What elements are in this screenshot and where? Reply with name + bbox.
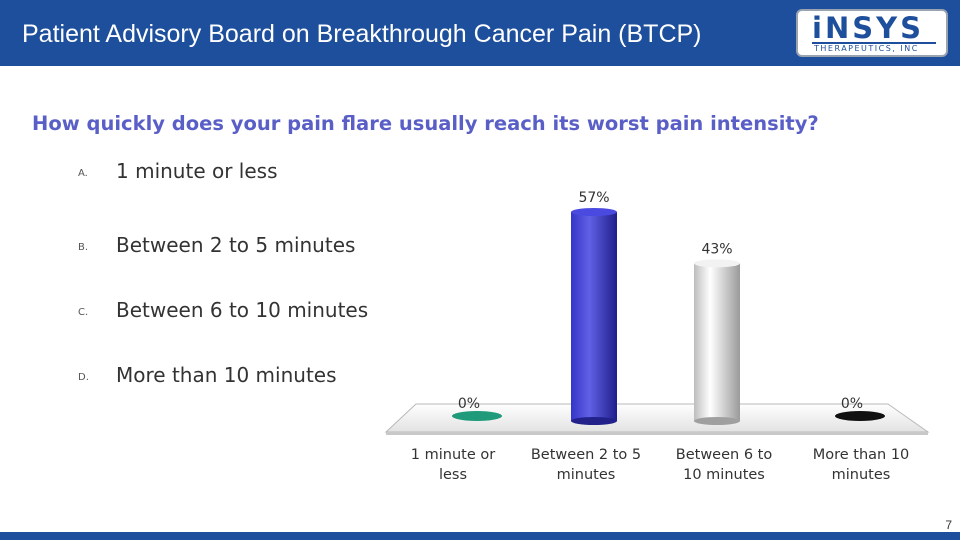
- bar: [571, 212, 617, 421]
- x-tick-label-line: Between 2 to 5: [530, 447, 642, 463]
- x-tick-label: 1 minute or less: [383, 445, 523, 485]
- option-text: 1 minute or less: [116, 159, 278, 183]
- bar-chart: 0% 57% 43% 0%: [384, 190, 930, 435]
- x-tick-label-line: Between 6 to: [675, 447, 773, 463]
- logo-wordmark: iNSYS: [812, 11, 924, 45]
- footer-bar: [0, 532, 960, 540]
- x-tick-label-line: minutes: [556, 467, 616, 483]
- option-text: Between 2 to 5 minutes: [116, 233, 356, 257]
- logo-subtitle: THERAPEUTICS, INC: [814, 44, 919, 53]
- bar: [835, 411, 885, 421]
- x-tick-label-line: More than 10: [812, 447, 910, 463]
- x-tick-label-line: 10 minutes: [683, 467, 765, 483]
- slide-title: Patient Advisory Board on Breakthrough C…: [22, 20, 702, 48]
- x-tick-label: Between 2 to 5 minutes: [516, 445, 656, 485]
- x-tick-label-line: minutes: [831, 467, 891, 483]
- option-text: More than 10 minutes: [116, 363, 337, 387]
- data-label: 43%: [701, 241, 732, 257]
- survey-question: How quickly does your pain flare usually…: [32, 112, 819, 135]
- chart-floor-edge: [386, 432, 928, 435]
- bar: [452, 411, 502, 421]
- insys-logo: iNSYS THERAPEUTICS, INC: [796, 9, 948, 57]
- data-label: 0%: [458, 396, 480, 412]
- header-bar: Patient Advisory Board on Breakthrough C…: [0, 0, 960, 66]
- bar: [694, 263, 740, 421]
- bar-top: [694, 259, 740, 268]
- data-label: 0%: [841, 396, 863, 412]
- x-tick-label: More than 10 minutes: [791, 445, 931, 485]
- data-label: 57%: [578, 190, 609, 206]
- x-tick-label-line: less: [438, 467, 468, 483]
- option-text: Between 6 to 10 minutes: [116, 298, 369, 322]
- option-letter: B.: [78, 242, 89, 253]
- bar-base: [694, 417, 740, 425]
- option-letter: D.: [78, 372, 89, 383]
- logo-underline: [812, 42, 936, 44]
- option-letter: A.: [78, 168, 88, 179]
- page-number: 7: [945, 518, 952, 532]
- x-tick-label: Between 6 to 10 minutes: [654, 445, 794, 485]
- bar-top: [571, 208, 617, 216]
- bar-base: [571, 417, 617, 425]
- x-tick-label-line: 1 minute or: [410, 447, 496, 463]
- option-letter: C.: [78, 307, 89, 318]
